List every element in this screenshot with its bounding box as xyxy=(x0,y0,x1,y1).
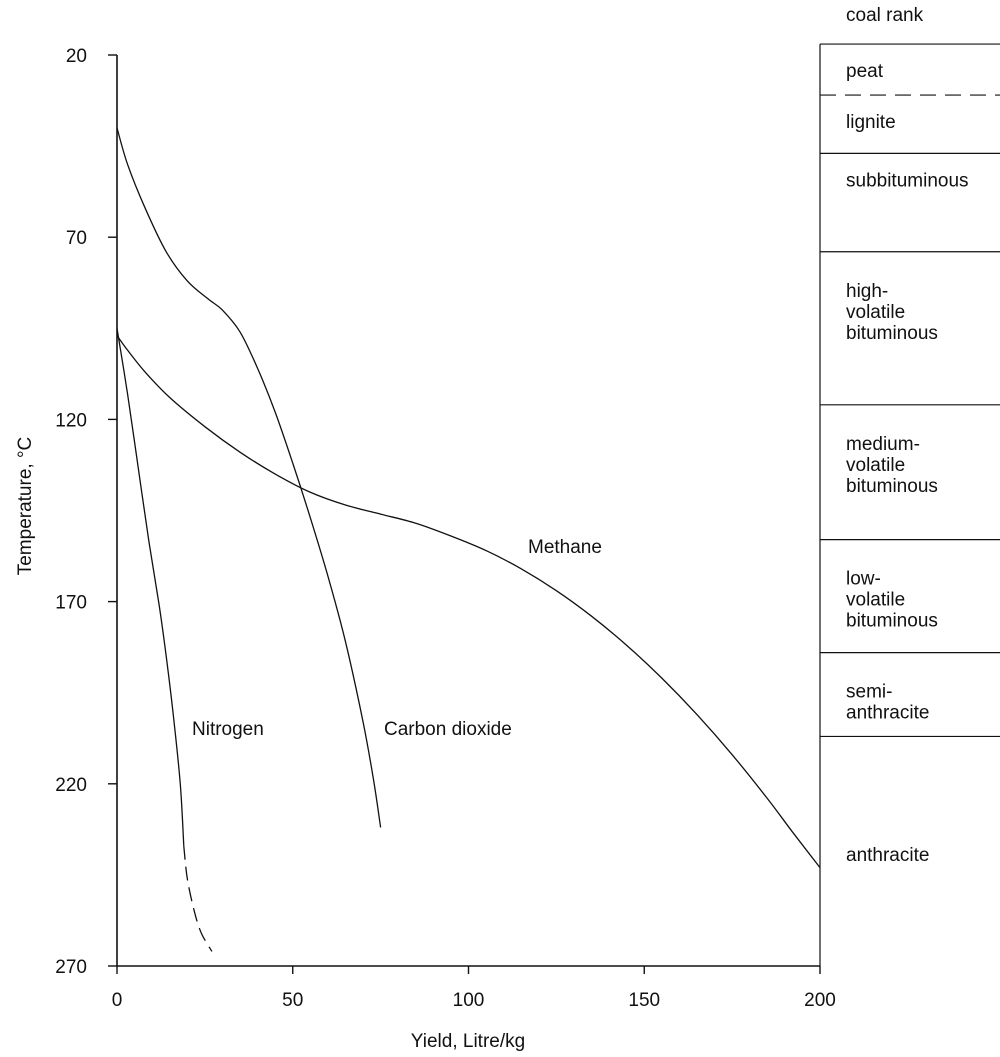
x-tick-label: 100 xyxy=(453,990,485,1011)
series-line-methane xyxy=(116,335,821,869)
y-tick-label: 120 xyxy=(55,410,87,431)
axes: 20 70 120 170 220 270 0 50 100 150 200 xyxy=(55,46,836,1011)
coal-rank-panel: coal rank peat lignite subbituminous high-v… xyxy=(819,5,1000,966)
series-line-nitrogen-dashed xyxy=(183,845,213,952)
series-curves xyxy=(116,127,821,952)
series-line-carbon-dioxide xyxy=(116,127,382,828)
y-axis-title: Temperature, °C xyxy=(15,437,36,576)
coal-rank-label-medium: medium- xyxy=(846,434,920,455)
coal-rank-label-bituminous: bituminous xyxy=(846,476,938,497)
coal-rank-label-high: high- xyxy=(846,281,888,302)
series-label-carbon-dioxide: Carbon dioxide xyxy=(384,719,512,740)
series-label-methane: Methane xyxy=(528,537,602,558)
coal-rank-header: coal rank xyxy=(846,5,924,26)
coal-rank-label-semi: semi- xyxy=(846,682,892,703)
coal-rank-label-anthracite: anthracite xyxy=(846,845,929,866)
coal-rank-label-subbituminous: subbituminous xyxy=(846,170,969,191)
y-tick-label: 270 xyxy=(55,957,87,978)
series-labels: Methane Carbon dioxide Nitrogen xyxy=(192,537,602,740)
coal-rank-label-peat: peat xyxy=(846,61,884,82)
y-tick-label: 170 xyxy=(55,593,87,614)
x-tick-label: 50 xyxy=(282,990,303,1011)
series-label-nitrogen: Nitrogen xyxy=(192,719,264,740)
coal-rank-label-volatile: volatile xyxy=(846,302,905,323)
coal-rank-label-bituminous: bituminous xyxy=(846,323,938,344)
coal-rank-label-anthracite: anthracite xyxy=(846,703,929,724)
coal-rank-label-volatile: volatile xyxy=(846,590,905,611)
x-tick-label: 0 xyxy=(112,990,123,1011)
coal-rank-label-lignite: lignite xyxy=(846,112,896,133)
y-tick-label: 20 xyxy=(66,46,87,67)
coal-rank-label-low: low- xyxy=(846,569,881,590)
x-tick-label: 200 xyxy=(804,990,836,1011)
series-line-nitrogen xyxy=(116,328,185,846)
y-tick-label: 70 xyxy=(66,228,87,249)
x-tick-label: 150 xyxy=(628,990,660,1011)
y-tick-label: 220 xyxy=(55,775,87,796)
coal-rank-label-volatile: volatile xyxy=(846,455,905,476)
x-axis-title: Yield, Litre/kg xyxy=(411,1031,525,1052)
coal-rank-label-bituminous: bituminous xyxy=(846,611,938,632)
